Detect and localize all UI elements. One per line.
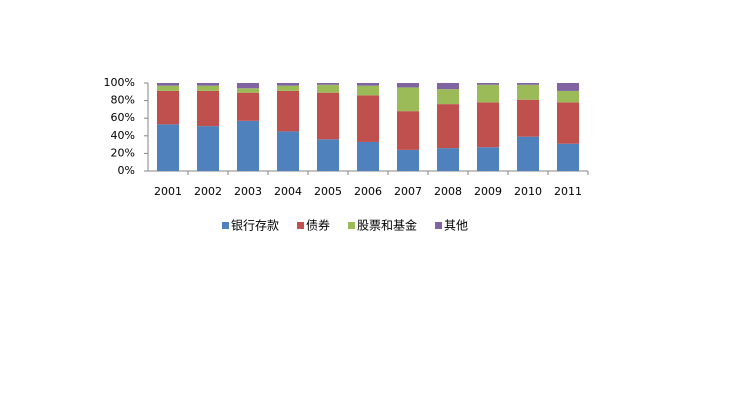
bar-segment	[517, 84, 539, 100]
bar-segment	[237, 83, 259, 89]
y-tick-label: 100%	[104, 76, 135, 89]
bar-segment	[477, 83, 499, 85]
y-tick-label: 20%	[111, 146, 135, 159]
x-tick-label: 2001	[154, 185, 182, 198]
x-tick-label: 2010	[514, 185, 542, 198]
y-tick-label: 0%	[118, 164, 135, 177]
bar-segment	[357, 95, 379, 142]
bar-segment	[317, 84, 339, 93]
bar-segment	[157, 90, 179, 125]
bar-segment	[157, 85, 179, 91]
x-tick-label: 2005	[314, 185, 342, 198]
y-tick-label: 60%	[111, 111, 135, 124]
bar-segment	[557, 143, 579, 171]
bar-segment	[197, 85, 219, 91]
bar-segment	[557, 102, 579, 144]
x-tick-label: 2002	[194, 185, 222, 198]
bar-segment	[237, 120, 259, 171]
bar-segment	[317, 139, 339, 171]
bar-segment	[477, 84, 499, 103]
bar-segment	[277, 90, 299, 132]
x-tick-label: 2008	[434, 185, 462, 198]
bar-segment	[157, 83, 179, 86]
bar-segment	[317, 83, 339, 85]
bar-segment	[397, 149, 419, 171]
x-tick-label: 2007	[394, 185, 422, 198]
x-tick-label: 2003	[234, 185, 262, 198]
bar-segment	[397, 83, 419, 88]
bar-segment	[437, 83, 459, 90]
bar-segment	[157, 124, 179, 171]
bar-segment	[437, 104, 459, 149]
bar-segment	[557, 90, 579, 103]
bar-segment	[397, 87, 419, 112]
legend-label: 股票和基金	[357, 218, 417, 233]
bar-segment	[477, 102, 499, 148]
bar-segment	[277, 85, 299, 91]
bar-segment	[197, 126, 219, 171]
bar-segment	[277, 131, 299, 171]
bar-segment	[237, 92, 259, 121]
bar-segment	[557, 83, 579, 91]
bar-segment	[437, 89, 459, 105]
x-tick-label: 2006	[354, 185, 382, 198]
y-tick-label: 80%	[111, 94, 135, 107]
x-tick-label: 2011	[554, 185, 582, 198]
bar-segment	[317, 92, 339, 140]
bar-segment	[397, 111, 419, 150]
legend-swatch	[435, 222, 443, 229]
bar-segment	[517, 136, 539, 171]
bar-segment	[197, 83, 219, 86]
legend-swatch	[297, 222, 305, 229]
legend-label: 银行存款	[231, 219, 279, 233]
y-tick-label: 40%	[111, 129, 135, 142]
bar-segment	[517, 83, 539, 85]
bar-segment	[357, 141, 379, 171]
legend: 银行存款 债券 股票和基金 其他	[222, 218, 468, 233]
bar-segment	[277, 83, 299, 86]
x-tick-label: 2004	[274, 185, 302, 198]
legend-label: 债券	[306, 218, 330, 233]
bar-segment	[197, 90, 219, 127]
legend-label: 其他	[444, 219, 468, 233]
bar-segment	[357, 83, 379, 86]
bar-segment	[357, 85, 379, 96]
bar-segment	[237, 88, 259, 93]
bar-segment	[477, 147, 499, 171]
bar-segment	[437, 148, 459, 171]
legend-swatch	[222, 222, 229, 229]
bar-segment	[517, 99, 539, 137]
x-tick-label: 2009	[474, 185, 502, 198]
legend-swatch	[348, 222, 356, 229]
